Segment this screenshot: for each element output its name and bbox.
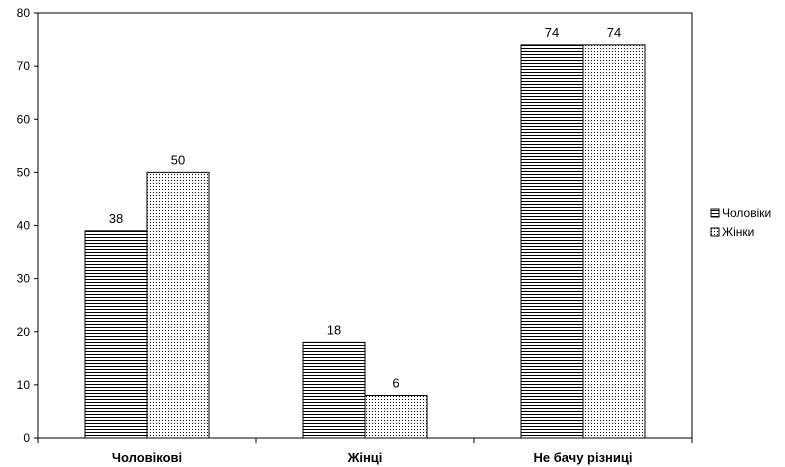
x-category-label: Не бачу різниці <box>533 450 632 465</box>
data-label: 6 <box>392 376 399 391</box>
y-tick-label: 10 <box>17 378 31 392</box>
data-label: 38 <box>109 211 123 226</box>
y-tick-label: 60 <box>17 112 31 126</box>
bar-women-2 <box>582 44 646 439</box>
data-label: 74 <box>607 25 621 40</box>
y-tick-label: 20 <box>17 325 31 339</box>
data-label: 18 <box>327 322 341 337</box>
bar-women-1 <box>364 395 428 439</box>
legend: Чоловіки Жінки <box>710 206 771 239</box>
bar-men-1 <box>302 341 366 439</box>
y-tick-label: 0 <box>23 431 30 445</box>
bar-men-0 <box>84 230 148 439</box>
x-category-label: Жінці <box>347 450 383 465</box>
x-category-label: Чоловікові <box>112 450 182 465</box>
y-tick-label: 70 <box>17 59 31 73</box>
bars: 38 50 18 6 74 74 <box>84 25 646 439</box>
bar-men-2 <box>520 44 584 439</box>
y-tick-label: 80 <box>17 6 31 20</box>
y-tick-label: 40 <box>17 219 31 233</box>
y-tick-label: 50 <box>17 165 31 179</box>
bar-women-0 <box>146 171 210 439</box>
legend-swatch <box>710 227 720 237</box>
legend-swatch <box>710 208 720 218</box>
data-label: 74 <box>545 25 559 40</box>
y-tick-label: 30 <box>17 272 31 286</box>
legend-label: Жінки <box>722 225 754 239</box>
data-label: 50 <box>171 152 185 167</box>
legend-label: Чоловіки <box>722 206 771 220</box>
